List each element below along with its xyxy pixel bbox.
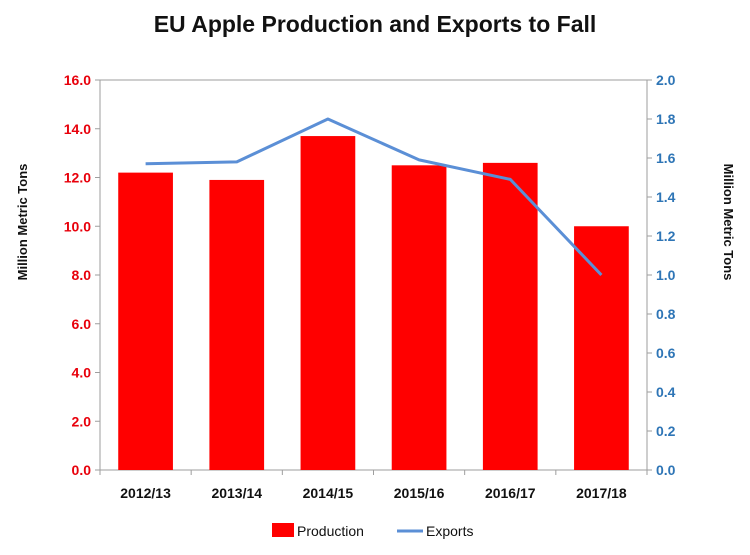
- right-axis: 0.0 0.2 0.4 0.6 0.8 1.0 1.2 1.4 1.6 1.8 2.0: [647, 72, 676, 478]
- exports-line-layer: [145, 117, 603, 277]
- right-tick-label: 0.4: [656, 384, 676, 400]
- legend-exports-label: Exports: [426, 523, 473, 539]
- right-tick-label: 1.0: [656, 267, 676, 283]
- x-tick-label: 2016/17: [485, 485, 536, 501]
- legend: Production Exports: [272, 523, 473, 539]
- production-bar: [574, 226, 629, 470]
- x-tick-label: 2015/16: [394, 485, 445, 501]
- x-tick-label: 2014/15: [303, 485, 354, 501]
- left-tick-label: 2.0: [72, 413, 92, 429]
- left-tick-label: 16.0: [64, 72, 91, 88]
- left-tick-label: 12.0: [64, 170, 91, 186]
- left-tick-label: 6.0: [72, 316, 92, 332]
- plot-area: [99, 79, 648, 471]
- right-tick-label: 2.0: [656, 72, 676, 88]
- right-tick-label: 0.2: [656, 423, 676, 439]
- legend-production-label: Production: [297, 523, 364, 539]
- legend-production-swatch: [272, 523, 294, 537]
- right-tick-label: 1.6: [656, 150, 676, 166]
- left-tick-label: 10.0: [64, 218, 91, 234]
- production-bars: [118, 136, 629, 470]
- left-tick-label: 0.0: [72, 462, 92, 478]
- right-tick-label: 0.0: [656, 462, 676, 478]
- x-tick-label: 2012/13: [120, 485, 171, 501]
- production-bar: [391, 165, 447, 470]
- left-axis-title: Million Metric Tons: [15, 164, 30, 281]
- right-axis-title: Million Metric Tons: [721, 164, 736, 281]
- left-tick-label: 8.0: [72, 267, 92, 283]
- right-tick-label: 0.6: [656, 345, 676, 361]
- right-tick-label: 0.8: [656, 306, 676, 322]
- x-tick-label: 2013/14: [211, 485, 262, 501]
- exports-line: [145, 117, 603, 277]
- production-bar: [482, 162, 538, 470]
- right-tick-label: 1.8: [656, 111, 676, 127]
- x-axis: 2012/13 2013/14 2014/15 2015/16 2016/17 2017/…: [99, 470, 648, 501]
- production-bar: [209, 179, 265, 470]
- x-tick-label: 2017/18: [576, 485, 627, 501]
- production-bar: [300, 136, 356, 470]
- chart-title: EU Apple Production and Exports to Fall: [154, 11, 597, 37]
- left-tick-label: 4.0: [72, 365, 92, 381]
- left-tick-label: 14.0: [64, 121, 91, 137]
- right-tick-label: 1.4: [656, 189, 676, 205]
- production-bar: [118, 172, 173, 470]
- left-axis: 0.0 2.0 4.0 6.0 8.0 10.0 12.0 14.0 16.0: [64, 72, 100, 478]
- right-tick-label: 1.2: [656, 228, 676, 244]
